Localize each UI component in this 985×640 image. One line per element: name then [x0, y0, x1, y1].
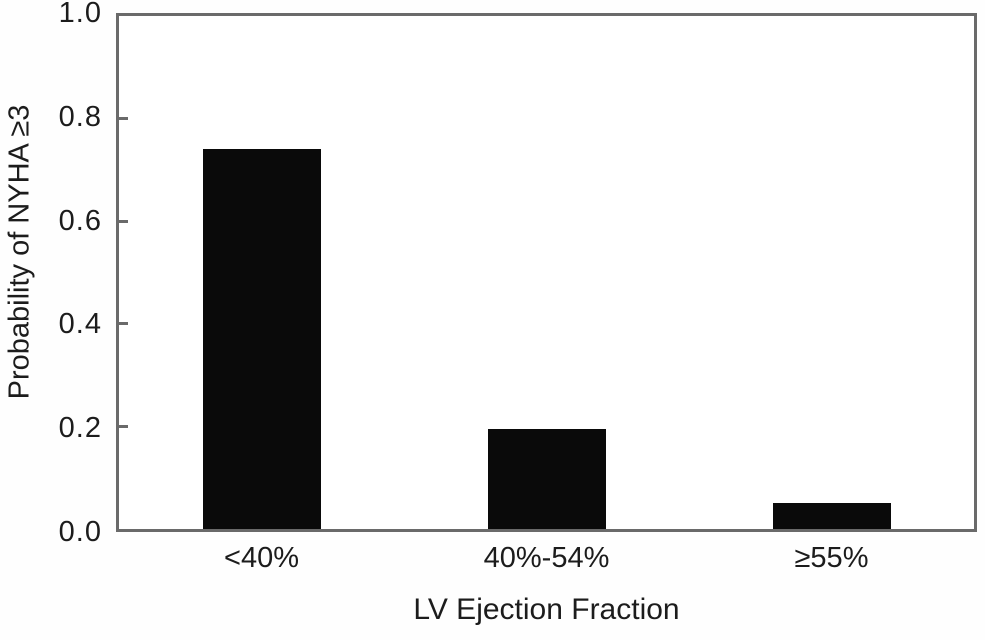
y-axis-tick-mark: [119, 424, 128, 428]
x-axis-title: LV Ejection Fraction: [413, 593, 680, 626]
plot-area: [116, 13, 977, 532]
y-tick-label: 0.6: [58, 204, 102, 237]
y-axis-tick-mark: [119, 117, 128, 121]
y-tick-label: 0.2: [58, 412, 102, 445]
y-tick-label: 1.0: [58, 0, 102, 29]
y-axis-tick-mark: [119, 322, 128, 326]
bar: [487, 429, 606, 529]
x-tick-label: ≥55%: [794, 542, 869, 574]
y-axis-title: Probability of NYHA ≥3: [3, 104, 36, 400]
y-tick-label: 0.0: [58, 516, 102, 548]
y-tick-label: 0.8: [58, 100, 102, 133]
y-tick-label: 0.4: [58, 308, 102, 341]
bar: [202, 149, 321, 529]
y-axis-tick-mark: [119, 219, 128, 223]
x-tick-label: <40%: [224, 542, 299, 574]
x-tick-label: 40%-54%: [483, 542, 610, 574]
bar: [772, 503, 891, 529]
